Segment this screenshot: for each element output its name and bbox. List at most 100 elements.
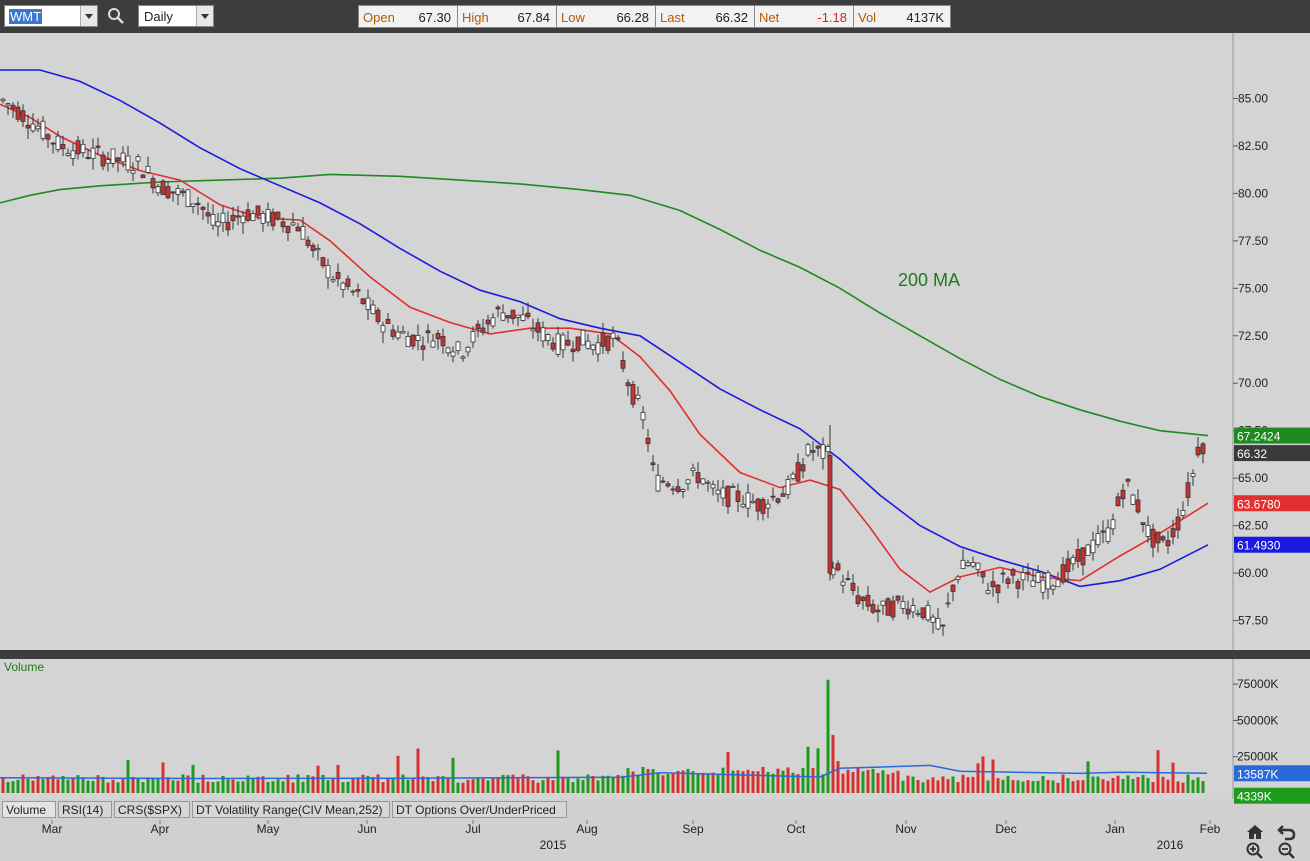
candle — [615, 335, 621, 342]
volume-bar — [736, 770, 740, 793]
candle-body — [1135, 499, 1141, 513]
candle-body — [70, 150, 76, 159]
candle — [565, 330, 571, 347]
candle-body — [300, 226, 306, 240]
volume-bar — [746, 769, 750, 793]
candle — [635, 386, 641, 401]
price-label-box — [1234, 427, 1310, 444]
volume-bar — [776, 768, 780, 793]
volume-bar — [146, 777, 150, 793]
symbol-input[interactable]: WMT — [4, 5, 98, 27]
price-tick-label: 62.50 — [1238, 519, 1268, 533]
candle — [55, 130, 61, 153]
candle-body — [1175, 516, 1181, 531]
undo-icon[interactable] — [1277, 822, 1297, 842]
home-icon[interactable] — [1245, 822, 1265, 842]
volume-bar — [661, 775, 665, 793]
search-icon[interactable] — [107, 7, 125, 25]
volume-bar — [716, 774, 720, 793]
indicator-tab[interactable]: CRS($SPX) — [114, 801, 190, 818]
candle-body — [827, 454, 833, 574]
volume-bar — [206, 781, 210, 793]
candle — [1160, 535, 1166, 543]
candle-body — [370, 304, 376, 315]
candle — [260, 210, 266, 232]
candle — [85, 149, 91, 160]
volume-bar — [806, 746, 810, 793]
candle — [225, 211, 231, 237]
volume-bar — [401, 774, 405, 793]
candle — [985, 582, 991, 595]
candle — [850, 574, 856, 596]
candle-body — [220, 212, 226, 223]
volume-bar — [906, 775, 910, 793]
candle-body — [895, 595, 901, 601]
zoom-out-icon[interactable] — [1277, 841, 1297, 861]
volume-bar — [1156, 750, 1160, 793]
volume-bar — [256, 776, 260, 793]
candle — [805, 442, 811, 458]
candle — [500, 304, 506, 321]
candle — [885, 597, 891, 616]
volume-bar — [851, 771, 855, 793]
volume-bar — [541, 780, 545, 793]
period-dropdown-icon[interactable] — [196, 6, 213, 26]
candle — [70, 143, 76, 166]
price-chart[interactable]: 85.0082.5080.0077.5075.0072.5070.0067.50… — [0, 33, 1310, 861]
candle-body — [395, 331, 401, 339]
candle — [510, 309, 516, 325]
candle — [365, 289, 371, 320]
candle-body — [400, 330, 406, 334]
volume-bar — [576, 778, 580, 793]
candle-body — [230, 214, 236, 222]
volume-bar — [116, 782, 120, 793]
candle — [285, 225, 291, 242]
symbol-value[interactable]: WMT — [9, 9, 43, 24]
indicator-tab[interactable]: DT Options Over/UnderPriced — [392, 801, 567, 818]
quote-high: High 67.84 — [457, 5, 557, 28]
candle-body — [875, 609, 881, 613]
candle — [135, 154, 141, 171]
candle — [240, 210, 246, 235]
candle-body — [325, 265, 331, 279]
symbol-dropdown-icon[interactable] — [80, 6, 97, 26]
volume-bar — [436, 776, 440, 793]
indicator-tab[interactable]: RSI(14) — [58, 801, 112, 818]
period-select[interactable]: Daily — [138, 5, 214, 27]
candle — [955, 574, 961, 584]
volume-bar — [876, 773, 880, 793]
candle-body — [700, 478, 706, 485]
candle-body — [445, 347, 451, 354]
candle-body — [365, 297, 371, 310]
candle — [1175, 508, 1181, 539]
volume-bar — [456, 782, 460, 793]
candle-body — [855, 595, 861, 605]
candle-body — [770, 495, 776, 498]
candle-body — [500, 312, 506, 321]
volume-bar — [1146, 777, 1150, 793]
candle — [120, 146, 126, 168]
candle — [1025, 562, 1031, 582]
candle-body — [245, 209, 251, 221]
candle-body — [555, 333, 561, 355]
candle — [950, 584, 956, 602]
candle-body — [1075, 549, 1081, 562]
candle-body — [835, 563, 841, 571]
candle — [310, 242, 316, 258]
indicator-tab[interactable]: Volume — [2, 801, 56, 818]
candle — [1035, 564, 1041, 584]
candle — [780, 487, 786, 497]
indicator-tab[interactable]: DT Volatility Range(CIV Mean,252) — [192, 801, 390, 818]
volume-tick-label: 25000K — [1237, 750, 1278, 764]
volume-bar — [1131, 778, 1135, 793]
candle — [870, 599, 876, 615]
candle — [490, 313, 496, 329]
volume-bar — [1181, 782, 1185, 793]
volume-bar — [686, 768, 690, 793]
candle — [1085, 543, 1091, 556]
candle — [455, 340, 461, 355]
candle — [405, 331, 411, 347]
zoom-in-icon[interactable] — [1245, 841, 1265, 861]
volume-bar — [216, 781, 220, 793]
volume-bar — [1081, 780, 1085, 793]
